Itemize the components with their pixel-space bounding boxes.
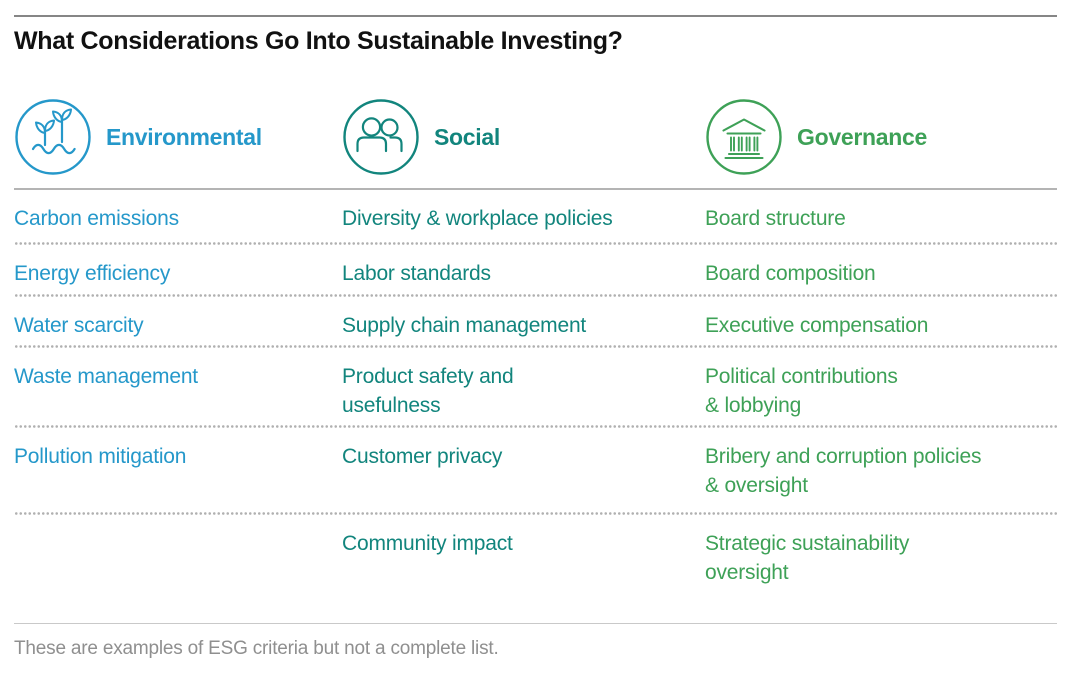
item-governance: Strategic sustainability oversight	[705, 532, 910, 584]
seedlings-water-icon	[14, 98, 92, 176]
item-social: Product safety and usefulness	[342, 365, 514, 417]
item-environmental: Water scarcity	[14, 314, 144, 337]
item-environmental	[14, 515, 342, 623]
header-governance: Governance	[705, 98, 1057, 176]
item-environmental: Carbon emissions	[14, 207, 179, 230]
footer-divider	[14, 623, 1057, 624]
esg-infographic: What Considerations Go Into Sustainable …	[0, 15, 1068, 661]
table-row: Community impact Strategic sustainabilit…	[14, 515, 1057, 623]
item-social: Diversity & workplace policies	[342, 207, 613, 230]
item-governance: Board composition	[705, 262, 876, 285]
criteria-table: Carbon emissions Diversity & workplace p…	[14, 190, 1057, 623]
item-social: Customer privacy	[342, 445, 503, 468]
item-governance: Political contributions & lobbying	[705, 365, 898, 417]
table-row: Water scarcity Supply chain management E…	[14, 297, 1057, 348]
item-environmental: Waste management	[14, 365, 198, 388]
table-row: Waste management Product safety and usef…	[14, 348, 1057, 428]
category-header-row: Environmental Social	[14, 98, 1057, 176]
item-social: Supply chain management	[342, 314, 587, 337]
table-row: Pollution mitigation Customer privacy Br…	[14, 428, 1057, 515]
header-divider	[14, 188, 1057, 190]
footnote-text: These are examples of ESG criteria but n…	[14, 638, 499, 659]
top-divider	[14, 15, 1057, 17]
header-social: Social	[342, 98, 705, 176]
bank-building-icon	[705, 98, 783, 176]
item-environmental: Energy efficiency	[14, 262, 171, 285]
item-governance: Board structure	[705, 207, 846, 230]
table-row: Energy efficiency Labor standards Board …	[14, 245, 1057, 297]
two-people-icon	[342, 98, 420, 176]
item-environmental: Pollution mitigation	[14, 445, 187, 468]
header-environmental: Environmental	[14, 98, 342, 176]
page-title: What Considerations Go Into Sustainable …	[14, 27, 623, 55]
item-governance: Bribery and corruption policies & oversi…	[705, 445, 982, 497]
header-label-governance: Governance	[797, 123, 927, 150]
item-governance: Executive compensation	[705, 314, 929, 337]
item-social: Community impact	[342, 532, 513, 555]
header-label-environmental: Environmental	[106, 123, 262, 150]
table-row: Carbon emissions Diversity & workplace p…	[14, 190, 1057, 245]
item-social: Labor standards	[342, 262, 491, 285]
header-label-social: Social	[434, 123, 500, 150]
